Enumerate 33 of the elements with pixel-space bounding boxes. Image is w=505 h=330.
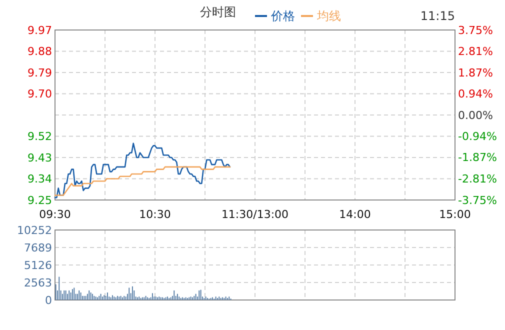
- y2-tick-label: 3.75%: [458, 24, 493, 37]
- y-tick-label: 7689: [24, 241, 52, 254]
- chart-title: 分时图: [200, 5, 236, 19]
- x-tick-label: 11:30/13:00: [221, 208, 289, 221]
- y-tick-label: 5126: [24, 258, 52, 272]
- y-tick-label: 9.70: [28, 88, 52, 101]
- y-tick-label: 9.97: [28, 24, 52, 37]
- y2-tick-label: 0.00%: [458, 108, 493, 122]
- y2-tick-label: 1.87%: [458, 66, 493, 80]
- y-tick-label: 9.52: [28, 130, 52, 144]
- y2-tick-label: 2.81%: [458, 45, 493, 58]
- y-tick-label: 9.88: [28, 45, 52, 58]
- y-tick-label: 9.34: [28, 172, 52, 186]
- x-tick-label: 10:30: [139, 208, 171, 221]
- line-series: [54, 166, 231, 196]
- text: 11:15: [420, 9, 455, 23]
- y-tick-label: 9.43: [28, 151, 52, 164]
- y2-tick-label: -3.75%: [458, 194, 497, 207]
- y-tick-label: 2563: [24, 276, 52, 290]
- y2-tick-label: 0.94%: [458, 88, 493, 101]
- y-tick-label: 9.25: [28, 194, 52, 207]
- x-tick-label: 09:30: [39, 208, 71, 221]
- y-tick-label: 9.79: [28, 66, 52, 80]
- y2-tick-label: -0.94%: [458, 130, 497, 144]
- y2-tick-label: -1.87%: [458, 151, 497, 164]
- legend-label: 均线: [316, 9, 341, 23]
- x-tick-label: 15:00: [439, 208, 471, 221]
- y2-tick-label: -2.81%: [458, 172, 497, 186]
- y-tick-label: 10252: [17, 224, 52, 237]
- x-tick-label: 14:00: [339, 208, 371, 221]
- legend-label: 价格: [270, 9, 295, 23]
- y-tick-label: 0: [45, 294, 52, 307]
- line-series: [54, 142, 231, 198]
